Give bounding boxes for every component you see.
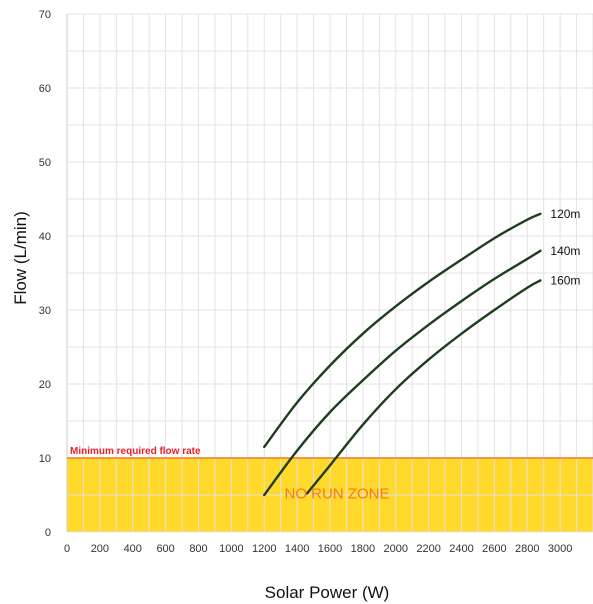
x-axis-title: Solar Power (W) [265, 583, 390, 602]
x-tick-label: 3000 [548, 543, 572, 555]
y-axis-title: Flow (L/min) [11, 211, 30, 305]
x-tick-label: 400 [124, 543, 142, 555]
threshold-label: Minimum required flow rate [70, 446, 201, 457]
x-tick-label: 800 [189, 543, 207, 555]
y-tick-label: 20 [39, 379, 51, 391]
series-line-120m [263, 212, 542, 449]
x-tick-label: 2600 [482, 543, 506, 555]
x-tick-label: 1200 [252, 543, 276, 555]
x-tick-label: 1400 [285, 543, 309, 555]
x-tick-label: 1000 [219, 543, 243, 555]
series-label-120m: 120m [550, 207, 580, 221]
y-tick-label: 60 [39, 83, 51, 95]
series-layer: 120m 140m 160m [263, 207, 580, 497]
x-tick-label: 1800 [351, 543, 375, 555]
y-tick-label: 50 [39, 157, 51, 169]
x-tick-label: 200 [91, 543, 109, 555]
x-tick-label: 0 [64, 543, 70, 555]
y-tick-label: 10 [39, 453, 51, 465]
x-tick-label: 2400 [449, 543, 473, 555]
series-label-140m: 140m [550, 244, 580, 258]
no-run-zone-label: NO RUN ZONE [285, 486, 390, 503]
y-tick-label: 70 [39, 9, 51, 21]
x-tick-label: 2200 [416, 543, 440, 555]
series-label-160m: 160m [550, 273, 580, 287]
x-tick-label: 2000 [384, 543, 408, 555]
x-tick-label: 600 [156, 543, 174, 555]
y-tick-label: 0 [45, 527, 51, 539]
y-tick-label: 30 [39, 305, 51, 317]
series-line-160m [305, 279, 542, 495]
x-tick-labels: 0 200 400 600 800 1000 1200 1400 1600 1800 2000 220… [64, 543, 572, 555]
y-tick-labels: 0 10 20 30 40 50 60 70 [39, 9, 51, 539]
x-tick-label: 1600 [318, 543, 342, 555]
y-tick-label: 40 [39, 231, 51, 243]
x-tick-label: 2800 [515, 543, 539, 555]
series-line-140m [263, 249, 542, 497]
